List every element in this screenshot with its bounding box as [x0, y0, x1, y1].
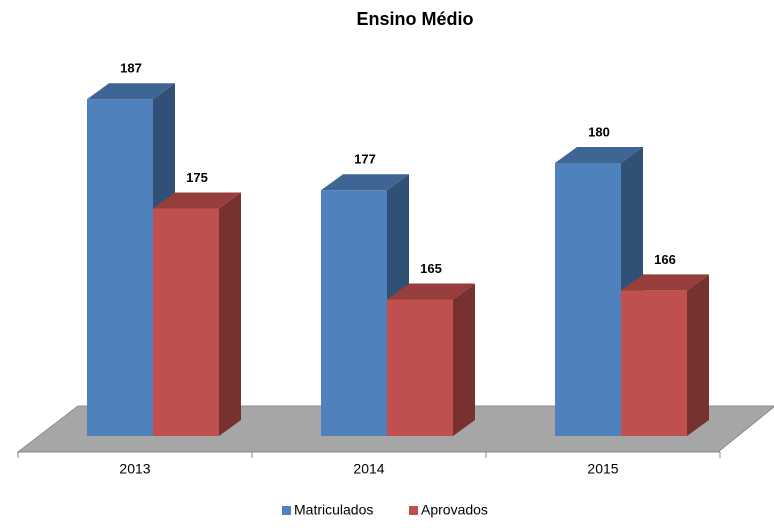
bar-front [621, 290, 687, 436]
legend-swatch [282, 506, 291, 515]
bar-top [87, 83, 175, 100]
value-label: 180 [588, 124, 610, 139]
bar-front [555, 163, 621, 436]
bar [387, 283, 475, 436]
bar-front [87, 99, 153, 437]
chart-title: Ensino Médio [357, 9, 474, 29]
bar-front [387, 299, 453, 436]
bar [321, 174, 409, 437]
x-tick-label: 2015 [587, 461, 618, 477]
bar-side [687, 274, 709, 436]
legend-swatch [409, 506, 418, 515]
x-tick-label: 2014 [353, 461, 384, 477]
value-label: 177 [354, 152, 376, 167]
bar-top [153, 192, 241, 209]
value-label: 166 [654, 252, 676, 267]
bar [621, 274, 709, 436]
bar-front [153, 208, 219, 436]
value-label: 187 [120, 61, 142, 76]
bar [153, 192, 241, 436]
bar-side [219, 192, 241, 436]
bar-front [321, 190, 387, 436]
bar-top [387, 283, 475, 300]
value-label: 165 [420, 261, 442, 276]
legend-label: Matriculados [294, 502, 373, 518]
legend-label: Aprovados [421, 502, 488, 518]
bar-top [621, 274, 709, 291]
x-tick-label: 2013 [119, 461, 150, 477]
bar-top [321, 174, 409, 191]
bar-side [453, 283, 475, 436]
value-label: 175 [186, 170, 208, 185]
bar-top [555, 147, 643, 163]
